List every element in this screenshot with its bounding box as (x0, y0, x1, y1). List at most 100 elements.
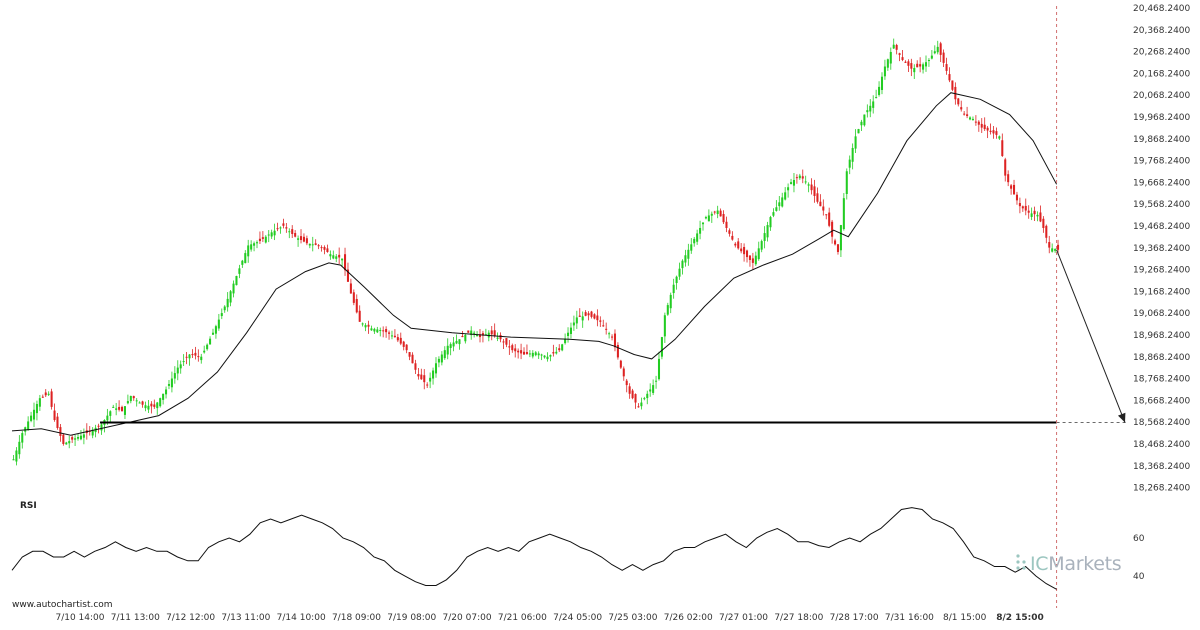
candle-body (135, 400, 138, 402)
candle-body (778, 202, 781, 207)
candle-body (288, 231, 291, 233)
candle-body (170, 378, 173, 388)
candle-body (165, 389, 168, 395)
candle-body (373, 328, 376, 332)
candle-body (50, 391, 53, 407)
candle-body (138, 402, 141, 404)
candle-body (939, 43, 942, 55)
candle-body (869, 105, 872, 112)
price-tick-label: 18,968.2400 (1133, 331, 1191, 341)
candle-body (432, 370, 435, 379)
candle-body (927, 59, 930, 62)
candle-body (672, 284, 675, 294)
candle-body (1010, 185, 1013, 189)
candle-body (599, 320, 602, 322)
candle-body (851, 147, 854, 162)
candle-body (502, 341, 505, 343)
candle-body (106, 415, 109, 421)
candle-body (167, 383, 171, 386)
candle-body (308, 243, 311, 246)
candle-body (646, 393, 649, 399)
candle-body (690, 244, 693, 251)
candle-body (150, 403, 153, 407)
watermark-suffix: Markets (1048, 553, 1121, 575)
projection-arrow-head (1117, 412, 1126, 423)
candle-body (766, 225, 769, 238)
candle-body (699, 227, 702, 234)
candle-body (65, 442, 68, 445)
candle-body (581, 316, 584, 321)
candle-body (349, 283, 352, 294)
candle-body (737, 241, 740, 249)
candle-body (936, 46, 939, 53)
candle-body (602, 325, 605, 327)
candle-body (983, 124, 986, 130)
candle-body (974, 121, 977, 123)
candle-body (358, 310, 361, 322)
candle-body (1036, 214, 1039, 217)
candle-body (880, 76, 884, 90)
candle-body (68, 441, 71, 444)
candle-body (922, 64, 925, 70)
time-tick-label: 7/27 18:00 (774, 613, 823, 623)
price-tick-label: 20,168.2400 (1133, 69, 1191, 79)
candle-body (828, 212, 831, 226)
candle-body (449, 344, 452, 348)
candle-body (302, 236, 305, 242)
candle-body (619, 360, 622, 368)
candle-body (41, 396, 44, 398)
candle-body (209, 338, 212, 345)
candle-body (185, 356, 188, 358)
candle-body (572, 322, 575, 326)
price-tick-label: 18,268.2400 (1133, 484, 1191, 494)
candle-body (895, 45, 898, 50)
candle-body (285, 227, 288, 229)
candle-body (270, 232, 273, 237)
price-tick-label: 19,668.2400 (1133, 178, 1191, 188)
candle-body (35, 403, 38, 414)
candle-body (461, 336, 464, 338)
price-panel: 20,468.2400 20,368.2400 20,268.2400 20,168.… (11, 4, 1191, 494)
candle-body (123, 406, 126, 415)
candle-body (942, 52, 945, 63)
source-link[interactable]: www.autochartist.com (12, 600, 113, 610)
moving-average-line (11, 92, 1058, 436)
candle-body (361, 323, 364, 325)
candle-body (27, 421, 30, 430)
candle-body (663, 315, 666, 337)
candle-body (446, 345, 449, 355)
candle-body (704, 217, 707, 219)
candle-body (115, 408, 118, 410)
candle-body (564, 338, 567, 344)
candle-body (323, 247, 326, 250)
candle-body (1042, 218, 1045, 228)
candle-body (59, 427, 62, 436)
candle-body (751, 258, 754, 263)
candle-body (338, 254, 341, 258)
candle-body (986, 127, 989, 131)
candle-body (273, 230, 276, 236)
candle-body (839, 225, 842, 251)
price-tick-label: 20,468.2400 (1133, 4, 1191, 14)
candle-body (831, 221, 834, 237)
candle-body (203, 350, 206, 353)
candle-body (220, 313, 223, 317)
price-tick-label: 20,068.2400 (1133, 91, 1191, 101)
candle-body (261, 237, 264, 239)
candle-body (989, 130, 992, 132)
candle-body (226, 298, 229, 308)
price-tick-label: 18,468.2400 (1133, 440, 1191, 450)
candle-body (112, 406, 115, 408)
candle-body (558, 348, 561, 351)
candle-body (91, 429, 94, 436)
candle-body (517, 350, 520, 353)
candle-body (484, 334, 487, 336)
candle-body (687, 249, 690, 259)
candle-body (214, 326, 217, 334)
candle-body (159, 398, 162, 407)
candle-body (743, 246, 746, 255)
candle-body (126, 401, 129, 404)
candle-body (426, 384, 429, 386)
price-tick-label: 18,768.2400 (1133, 375, 1191, 385)
candle-body (396, 337, 399, 341)
